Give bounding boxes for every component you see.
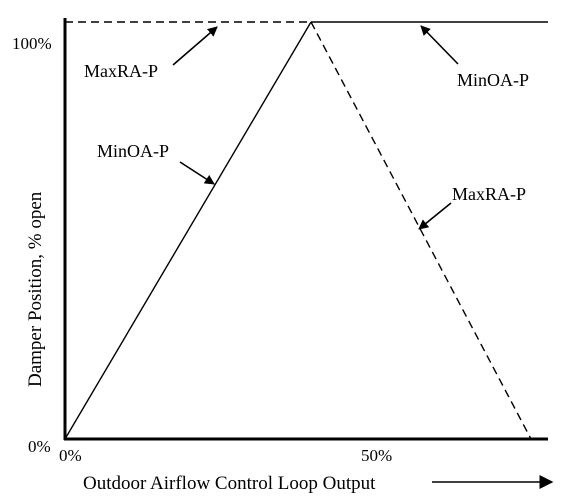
annotation-maxra-falling: MaxRA-P xyxy=(452,184,526,204)
annotation-maxra-falling-arrow xyxy=(418,202,452,230)
series-minoa-p-segment-0 xyxy=(64,21,312,440)
annotation-minoa-rising: MinOA-P xyxy=(97,141,169,161)
x-axis-label: Outdoor Airflow Control Loop Output xyxy=(83,473,376,494)
annotation-minoa-top: MinOA-P xyxy=(457,70,529,90)
y-tick-0: 0% xyxy=(28,437,51,456)
annotation-maxra-top-arrow xyxy=(172,26,218,66)
annotation-minoa-rising-arrow xyxy=(179,161,215,185)
x-tick-50: 50% xyxy=(361,446,392,465)
y-axis-label: Damper Position, % open xyxy=(25,191,46,387)
annotation-minoa-top-arrow xyxy=(420,25,459,65)
y-tick-100: 100% xyxy=(12,34,52,53)
x-tick-0: 0% xyxy=(59,446,82,465)
series-maxra-p-segment-1 xyxy=(310,21,532,440)
annotation-maxra-top: MaxRA-P xyxy=(84,61,158,81)
